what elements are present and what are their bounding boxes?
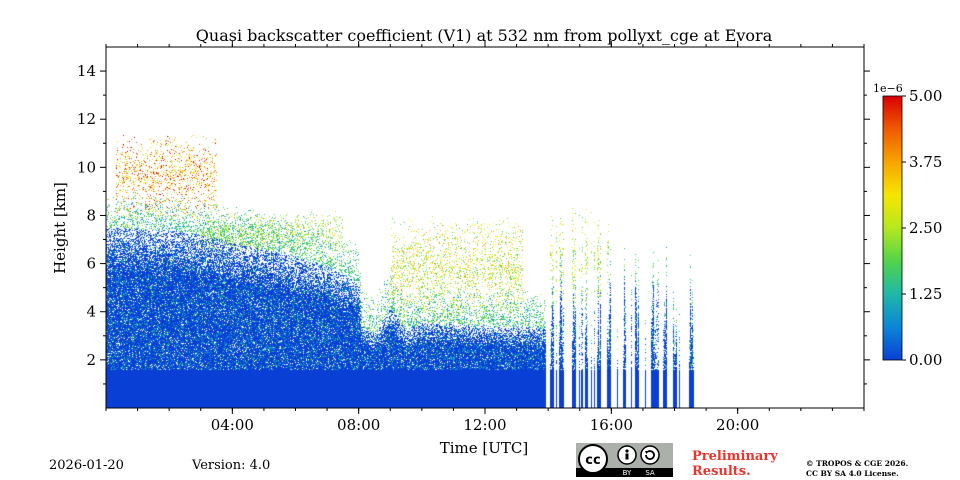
y-tick-label: 8 — [86, 206, 96, 224]
preliminary-line-1: Preliminary — [692, 449, 778, 464]
version-label: Version: 4.0 — [192, 458, 271, 473]
y-tick-label: 6 — [86, 255, 96, 273]
y-tick-label: 12 — [77, 110, 96, 128]
colorbar-exponent-label: 1e−6 — [873, 82, 903, 95]
preliminary-line-2: Results. — [692, 464, 751, 479]
colorbar: 0.00 1.25 2.50 3.75 5.00 1e−6 — [873, 82, 942, 369]
svg-text:cc: cc — [585, 453, 600, 468]
badge-by-label: BY — [623, 469, 632, 477]
cc-icon — [578, 444, 608, 474]
chart-title: Quasi backscatter coefficient (V1) at 53… — [196, 26, 773, 45]
preliminary-results-note: Preliminary Results. — [692, 449, 778, 479]
y-tick-label: 10 — [77, 158, 96, 176]
copyright-line-2: CC BY SA 4.0 License. — [806, 469, 899, 478]
y-tick-label: 4 — [86, 303, 96, 321]
colorbar-tick-label: 3.75 — [909, 153, 942, 171]
y-tick-label: 2 — [86, 351, 96, 369]
plot-area — [106, 47, 864, 408]
colorbar-scale — [882, 95, 903, 361]
x-tick-label: 20:00 — [716, 416, 759, 434]
x-tick-label: 12:00 — [463, 416, 506, 434]
colorbar-tick-label: 1.25 — [909, 285, 942, 303]
y-tick-label: 14 — [77, 62, 96, 80]
cc-license-badge: cc BY SA — [576, 443, 673, 477]
badge-sa-label: SA — [645, 469, 655, 477]
x-tick-label: 04:00 — [211, 416, 254, 434]
copyright-line-1: © TROPOS & CGE 2026. — [806, 459, 909, 468]
share-alike-icon — [640, 445, 660, 465]
backscatter-heatmap — [106, 47, 864, 408]
y-axis: 2 4 6 8 10 12 14 — [77, 62, 870, 385]
y-axis-label: Height [km] — [51, 182, 69, 274]
colorbar-tick-label: 5.00 — [909, 87, 942, 105]
colorbar-tick-label: 0.00 — [909, 351, 942, 369]
x-tick-label: 08:00 — [337, 416, 380, 434]
x-axis-label: Time [UTC] — [440, 439, 529, 457]
copyright-note: © TROPOS & CGE 2026. CC BY SA 4.0 Licens… — [806, 459, 908, 479]
colorbar-tick-label: 2.50 — [909, 219, 942, 237]
x-axis: 04:00 08:00 12:00 16:00 20:00 — [105, 41, 865, 434]
date-label: 2026-01-20 — [49, 458, 124, 473]
x-tick-label: 16:00 — [590, 416, 633, 434]
